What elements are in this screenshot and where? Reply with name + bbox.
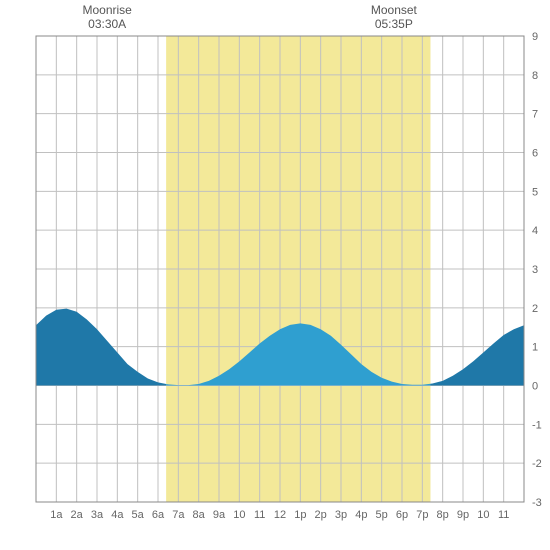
- x-tick-label: 8p: [437, 509, 449, 521]
- x-tick-label: 1a: [50, 509, 63, 521]
- x-tick-label: 10: [233, 509, 245, 521]
- x-tick-label: 7a: [172, 509, 185, 521]
- x-tick-label: 9p: [457, 509, 469, 521]
- y-tick-label: 7: [532, 109, 538, 121]
- y-tick-label: -1: [532, 419, 542, 431]
- x-tick-label: 6p: [396, 509, 408, 521]
- chart-svg: -3-2-101234567891a2a3a4a5a6a7a8a9a101112…: [0, 0, 550, 550]
- x-tick-label: 11: [498, 509, 509, 521]
- y-tick-label: 8: [532, 70, 538, 82]
- x-tick-label: 2p: [315, 509, 327, 521]
- x-tick-label: 10: [477, 509, 489, 521]
- x-tick-label: 5p: [376, 509, 388, 521]
- x-tick-label: 4p: [355, 509, 367, 521]
- x-tick-label: 6a: [152, 509, 165, 521]
- x-tick-label: 5a: [132, 509, 145, 521]
- x-tick-label: 4a: [111, 509, 124, 521]
- y-tick-label: -3: [532, 497, 542, 509]
- x-tick-label: 12: [274, 509, 286, 521]
- x-tick-label: 2a: [71, 509, 84, 521]
- y-tick-label: 3: [532, 264, 538, 276]
- y-tick-label: 5: [532, 186, 538, 198]
- y-tick-label: 6: [532, 148, 538, 160]
- moonset-label: Moonset: [371, 3, 418, 17]
- moonset-time: 05:35P: [375, 17, 413, 31]
- moonrise-time: 03:30A: [88, 17, 126, 31]
- x-tick-label: 9a: [213, 509, 226, 521]
- moonrise-label: Moonrise: [82, 3, 132, 17]
- y-tick-label: -2: [532, 458, 542, 470]
- x-tick-label: 3a: [91, 509, 104, 521]
- x-tick-label: 7p: [416, 509, 428, 521]
- x-tick-label: 1p: [294, 509, 306, 521]
- y-tick-label: 9: [532, 31, 538, 43]
- x-tick-label: 3p: [335, 509, 347, 521]
- y-tick-label: 4: [532, 225, 538, 237]
- x-tick-label: 11: [254, 509, 265, 521]
- x-tick-label: 8a: [193, 509, 206, 521]
- y-tick-label: 1: [532, 342, 538, 354]
- y-tick-label: 2: [532, 303, 538, 315]
- y-tick-label: 0: [532, 381, 538, 393]
- tide-chart: -3-2-101234567891a2a3a4a5a6a7a8a9a101112…: [0, 0, 550, 550]
